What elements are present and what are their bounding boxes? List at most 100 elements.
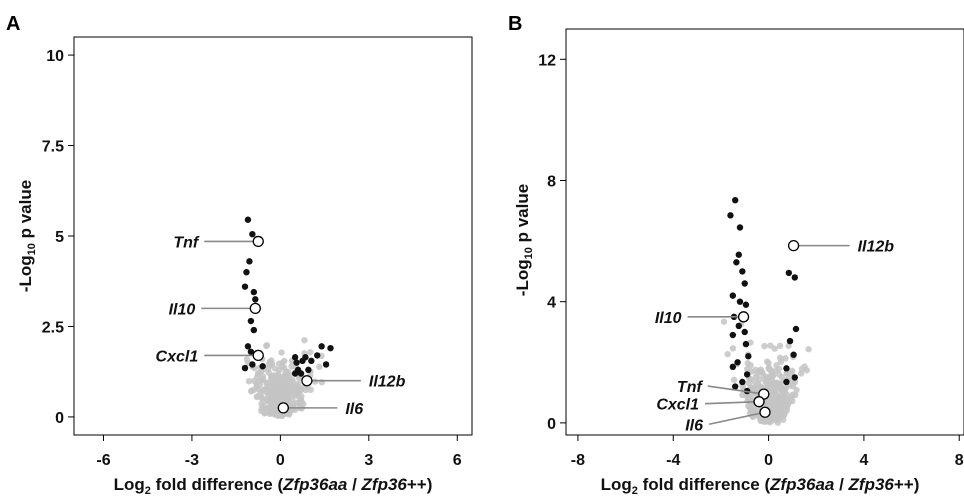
background-point xyxy=(761,342,768,350)
y-tick-labels: 0 2.5 5 7.5 10 xyxy=(42,48,64,427)
significant-point xyxy=(786,337,794,345)
significant-point xyxy=(247,348,255,355)
highlighted-point xyxy=(753,396,765,408)
gene-label: Cxcl1 xyxy=(156,348,199,365)
significant-point xyxy=(308,357,315,365)
significant-point xyxy=(297,370,305,377)
gene-label: Il12b xyxy=(369,374,406,391)
background-point xyxy=(263,342,271,349)
significant-point xyxy=(742,301,750,308)
significant-point xyxy=(733,259,740,266)
y-tick-label: 0 xyxy=(547,416,556,433)
x-axis-title: Log2 fold difference (Zfp36aa / Zfp36++) xyxy=(114,475,433,497)
highlighted-genes: Tnf Il10 Cxcl1 Il12b Il6 xyxy=(156,234,406,417)
leader-line xyxy=(708,411,766,426)
background-point xyxy=(781,389,788,396)
background-point xyxy=(789,397,796,405)
significant-point xyxy=(327,344,334,352)
background-point xyxy=(283,383,291,390)
significant-point xyxy=(741,280,748,287)
significant-point xyxy=(249,361,256,368)
background-point xyxy=(271,365,279,372)
significant-point xyxy=(244,343,252,350)
significant-point xyxy=(742,340,750,348)
significant-point xyxy=(322,361,330,368)
significant-point xyxy=(302,354,309,361)
significant-point xyxy=(291,354,299,361)
significant-point xyxy=(745,353,752,360)
significant-point xyxy=(727,212,734,219)
significant-point xyxy=(247,317,255,325)
gene-label: Il6 xyxy=(685,417,703,434)
y-axis-title: -Log10 p value xyxy=(513,184,535,296)
x-axis-title: Log2 fold difference (Zfp36aa / Zfp36++) xyxy=(601,475,920,497)
significant-point xyxy=(318,343,325,350)
gene-label: Tnf xyxy=(677,379,704,396)
background-point xyxy=(265,369,272,376)
gene-label: Il10 xyxy=(655,310,682,327)
significant-point xyxy=(244,216,252,223)
y-tick-label: 8 xyxy=(547,173,556,190)
y-tick-label: 7.5 xyxy=(42,139,64,156)
background-point xyxy=(253,374,261,381)
background-point xyxy=(243,356,251,363)
y-tick-label: 2.5 xyxy=(42,319,64,336)
background-point xyxy=(791,378,799,386)
background-point xyxy=(300,400,307,408)
x-tick-label: -8 xyxy=(571,452,585,469)
significant-point xyxy=(739,378,746,386)
background-point xyxy=(262,407,270,415)
highlighted-point xyxy=(277,402,289,414)
background-point xyxy=(281,364,288,371)
significant-point xyxy=(792,325,800,333)
highlighted-point xyxy=(301,375,313,387)
significant-points xyxy=(727,196,800,395)
background-point xyxy=(783,407,790,414)
significant-point xyxy=(791,274,798,281)
highlighted-point xyxy=(252,235,264,248)
x-tick-label: -6 xyxy=(96,452,110,469)
background-point xyxy=(297,386,304,393)
background-point xyxy=(789,391,796,398)
background-point xyxy=(291,381,299,389)
background-point xyxy=(762,398,770,406)
gene-label: Il6 xyxy=(345,401,363,418)
significant-point xyxy=(250,326,258,334)
background-point xyxy=(747,375,754,383)
significant-point xyxy=(729,331,737,339)
background-point xyxy=(288,376,296,383)
significant-point xyxy=(783,378,790,386)
significant-point xyxy=(735,251,742,258)
x-tick-label: 3 xyxy=(364,452,373,469)
background-point xyxy=(771,394,778,401)
background-point xyxy=(301,337,308,344)
significant-point xyxy=(735,322,742,330)
background-point xyxy=(288,363,295,370)
x-tick-label: -4 xyxy=(666,452,680,469)
tick-marks xyxy=(68,54,458,441)
significant-point xyxy=(293,359,300,366)
background-point xyxy=(764,358,771,365)
highlighted-point xyxy=(252,349,264,362)
background-point xyxy=(248,388,255,395)
background-point xyxy=(274,371,282,378)
background-point xyxy=(245,378,253,385)
background-point xyxy=(776,342,784,350)
significant-point xyxy=(259,363,266,370)
significant-point xyxy=(743,371,751,378)
significant-point xyxy=(252,296,259,303)
y-tick-label: 10 xyxy=(46,48,64,65)
significant-point xyxy=(241,283,249,290)
significant-point xyxy=(736,298,744,305)
background-point xyxy=(774,379,781,386)
highlighted-point xyxy=(787,239,800,252)
background-point xyxy=(259,388,266,395)
background-point xyxy=(316,363,323,371)
significant-point xyxy=(739,268,746,275)
background-point xyxy=(778,373,786,381)
leader-line xyxy=(705,400,760,405)
background-point xyxy=(258,407,265,415)
background-point xyxy=(782,355,789,362)
